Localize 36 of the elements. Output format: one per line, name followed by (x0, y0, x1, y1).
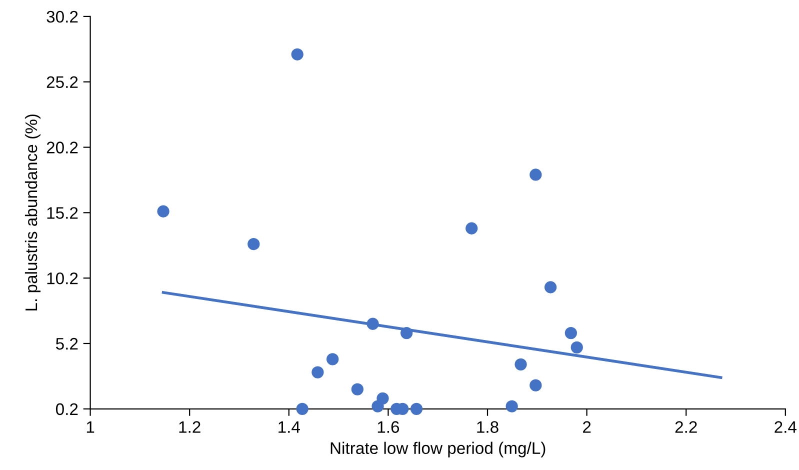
y-tick-label: 15.2 (47, 207, 78, 219)
point (544, 281, 557, 294)
point (530, 168, 542, 181)
point (248, 238, 260, 250)
point (506, 400, 518, 412)
point (400, 326, 413, 340)
point (326, 353, 339, 366)
point (530, 379, 542, 392)
point (291, 48, 304, 60)
y-tick-label: 10.2 (47, 272, 78, 284)
y-tick-label: 30.2 (46, 10, 78, 23)
y-axis-title: L. palustris abundance (%) (24, 114, 40, 310)
x-axis-title: Nitrate low flow period (mg/L) (330, 442, 546, 458)
point (410, 402, 423, 415)
x-tick-label: 1 (86, 421, 94, 433)
point (564, 326, 577, 340)
point (466, 222, 478, 234)
point (570, 341, 583, 354)
x-tick-label: 2.2 (675, 421, 697, 433)
x-tick-label: 2.4 (774, 421, 797, 433)
point (514, 358, 527, 370)
y-tick-label: 0.2 (56, 403, 78, 416)
x-tick-label: 1.6 (378, 421, 400, 433)
x-tick-label: 1.8 (477, 421, 498, 433)
point (296, 402, 308, 415)
point (351, 383, 364, 396)
y-tick-label: 25.2 (46, 76, 78, 88)
point (376, 392, 389, 405)
point (157, 205, 170, 218)
x-tick-label: 1.4 (278, 421, 300, 433)
x-tick-label: 2 (583, 421, 591, 433)
y-tick-label: 5.2 (56, 338, 78, 350)
point (312, 366, 324, 378)
x-tick-label: 1.2 (179, 421, 200, 433)
y-tick-label: 20.2 (46, 142, 78, 154)
point (366, 318, 379, 330)
